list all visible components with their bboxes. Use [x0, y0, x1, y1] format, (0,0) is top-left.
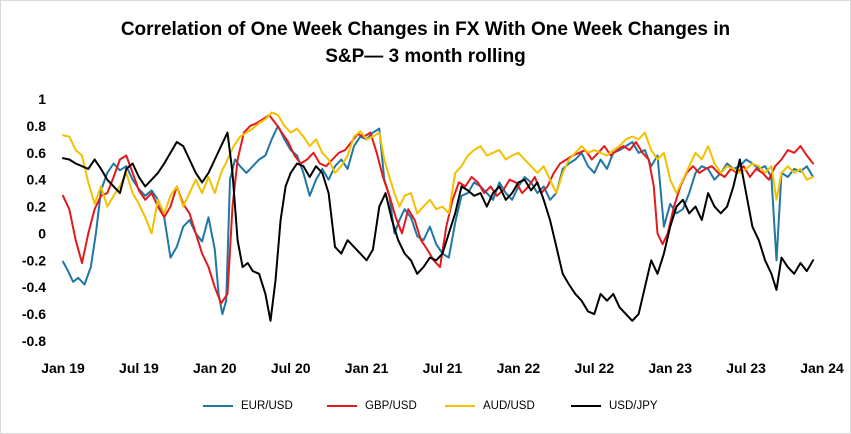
- series-line-eur-usd: [62, 124, 815, 316]
- legend-label: EUR/USD: [241, 400, 293, 412]
- y-tick-label: 0.8: [27, 118, 47, 134]
- series-line-usd-jpy: [62, 131, 815, 322]
- legend-swatch: [445, 405, 475, 407]
- x-tick-label: Jul 22: [574, 360, 614, 376]
- y-tick-label: 1: [38, 91, 46, 107]
- y-tick-label: 0: [38, 225, 46, 241]
- legend-swatch: [571, 405, 601, 407]
- x-tick-label: Jul 21: [423, 360, 463, 376]
- x-tick-label: Jan 20: [193, 360, 237, 376]
- x-tick-label: Jan 22: [497, 360, 541, 376]
- legend-item-aud-usd: AUD/USD: [445, 398, 535, 414]
- legend-item-eur-usd: EUR/USD: [203, 398, 293, 414]
- y-tick-label: -0.8: [22, 333, 46, 349]
- legend-label: GBP/USD: [365, 400, 417, 412]
- y-tick-label: -0.2: [22, 252, 46, 268]
- chart-title-line-1: Correlation of One Week Changes in FX Wi…: [120, 19, 731, 40]
- chart-title-line-2: S&P— 3 month rolling: [325, 46, 526, 67]
- y-tick-label: -0.4: [22, 279, 46, 295]
- y-tick-label: 0.4: [27, 172, 47, 188]
- legend-label: AUD/USD: [483, 400, 535, 412]
- x-tick-label: Jan 21: [345, 360, 389, 376]
- y-tick-label: 0.2: [27, 199, 47, 215]
- legend-swatch: [203, 405, 233, 407]
- x-tick-label: Jul 23: [726, 360, 766, 376]
- legend-label: USD/JPY: [609, 400, 658, 412]
- y-tick-label: -0.6: [22, 306, 46, 322]
- legend-item-gbp-usd: GBP/USD: [327, 398, 417, 414]
- legend-item-usd-jpy: USD/JPY: [571, 398, 658, 414]
- series-line-aud-usd: [62, 111, 815, 235]
- chart-title: Correlation of One Week Changes in FX Wi…: [0, 16, 851, 70]
- legend-swatch: [327, 405, 357, 407]
- x-tick-label: Jul 19: [119, 360, 159, 376]
- x-tick-label: Jan 24: [800, 360, 844, 376]
- chart-legend: EUR/USD GBP/USD AUD/USD USD/JPY: [0, 398, 851, 414]
- x-tick-label: Jan 23: [648, 360, 692, 376]
- x-tick-label: Jul 20: [271, 360, 311, 376]
- x-tick-label: Jan 19: [41, 360, 85, 376]
- y-tick-label: 0.6: [27, 145, 47, 161]
